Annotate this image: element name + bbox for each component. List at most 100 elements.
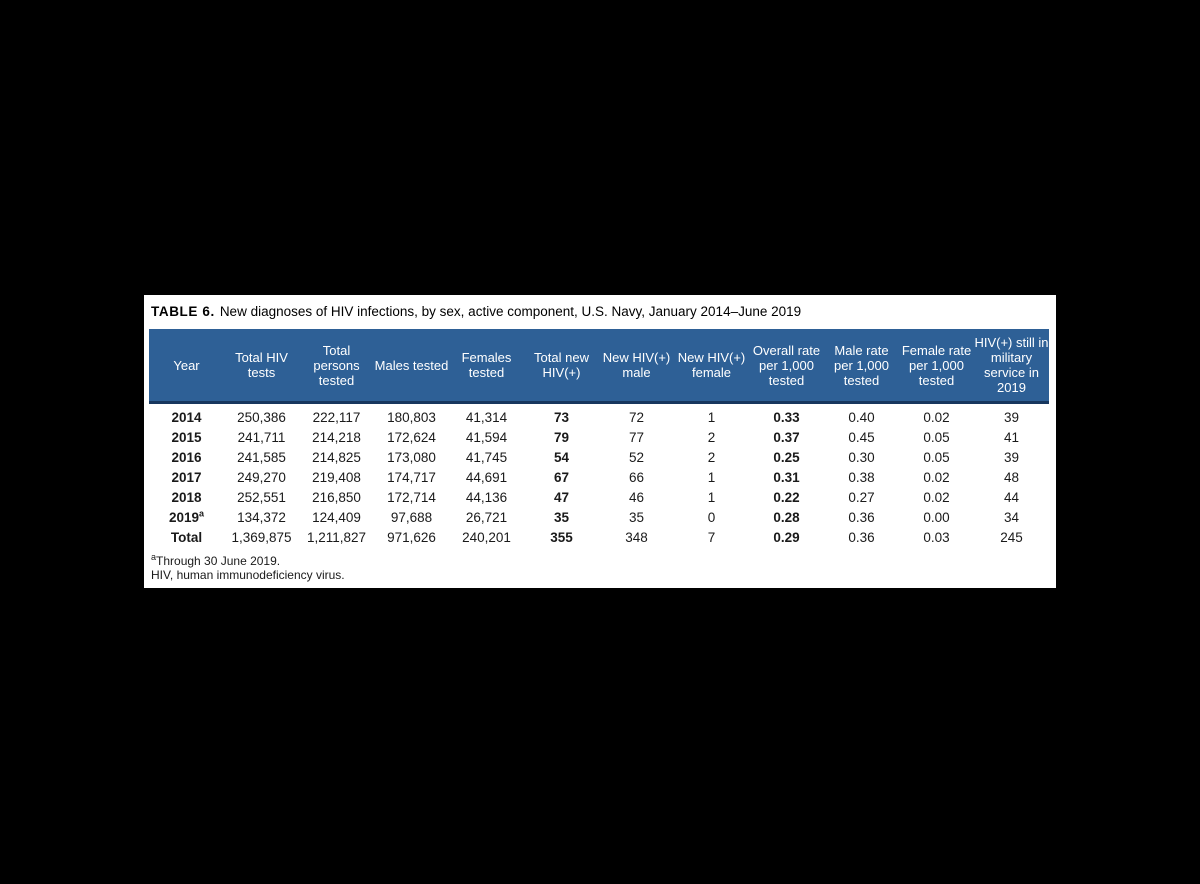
table-cell: 0.38 xyxy=(848,469,875,485)
table-cell: 348 xyxy=(625,529,648,545)
column-header-1: Year xyxy=(149,329,224,404)
table-cell: 355 xyxy=(550,529,573,545)
table-cell: 0.36 xyxy=(848,509,875,525)
table-cell: 216,850 xyxy=(312,489,361,505)
column-header-4: Males tested xyxy=(374,329,449,404)
table-cell: 173,080 xyxy=(387,449,436,465)
table-cell: 48 xyxy=(1003,469,1020,485)
table-cell: 0.02 xyxy=(923,409,950,425)
table-cell: 971,626 xyxy=(387,529,436,545)
table-cell: 7 xyxy=(707,529,716,545)
table-cell: 0.00 xyxy=(923,509,950,525)
column-header-11: Female rate per 1,000 tested xyxy=(899,329,974,404)
table-cell: 2 xyxy=(707,429,716,445)
table-body: 2014 250,386 222,117 180,803 41,314 73 72 1 0.33… xyxy=(149,403,1049,548)
table-cell: 1 xyxy=(707,409,716,425)
table-row: 2014 250,386 222,117 180,803 41,314 73 72 1 0.33… xyxy=(149,403,1049,428)
table-cell: 0.03 xyxy=(923,529,950,545)
column-header-12: HIV(+) still in military service in 2019 xyxy=(974,329,1049,404)
column-header-3: Total persons tested xyxy=(299,329,374,404)
table-card: TABLE 6. New diagnoses of HIV infections,… xyxy=(142,293,1058,590)
table-cell: 222,117 xyxy=(312,409,361,425)
footnote-line: HIV, human immunodeficiency virus. xyxy=(151,567,345,582)
table-cell: 66 xyxy=(628,469,645,485)
table-cell: 252,551 xyxy=(237,489,286,505)
table-cell: 241,711 xyxy=(237,429,286,445)
footnote-line: aThrough 30 June 2019. xyxy=(151,552,281,568)
table-cell: 97,688 xyxy=(390,509,433,525)
table-cell: 180,803 xyxy=(387,409,436,425)
table-cell: 0.29 xyxy=(773,529,800,545)
table-cell: 0.02 xyxy=(923,489,950,505)
table-cell: 0.36 xyxy=(848,529,875,545)
column-header-7: New HIV(+) male xyxy=(599,329,674,404)
table-cell: 240,201 xyxy=(462,529,511,545)
table-cell: 219,408 xyxy=(312,469,361,485)
table-cell: 134,372 xyxy=(237,509,286,525)
table-cell: 0.28 xyxy=(773,509,800,525)
table-cell: 2019a xyxy=(168,508,205,525)
table-cell: 26,721 xyxy=(465,509,508,525)
table-cell: 39 xyxy=(1003,409,1020,425)
table-cell: 34 xyxy=(1003,509,1020,525)
table-title-row: TABLE 6. New diagnoses of HIV infections,… xyxy=(151,303,1049,320)
table-cell: 44,136 xyxy=(465,489,508,505)
table-cell: 0.05 xyxy=(923,449,950,465)
table-cell: 1 xyxy=(707,489,716,505)
table-cell: 0.25 xyxy=(773,449,800,465)
table-cell: 1 xyxy=(707,469,716,485)
table-cell: 0.40 xyxy=(848,409,875,425)
table-cell: 214,218 xyxy=(312,429,361,445)
table-cell: 39 xyxy=(1003,449,1020,465)
table-row: 2015 241,711 214,218 172,624 41,594 79 77 2 0.37… xyxy=(149,427,1049,447)
table-cell: 1,369,875 xyxy=(231,529,292,545)
table-cell: 47 xyxy=(553,489,570,505)
table-row: 2019a 134,372 124,409 97,688 26,721 35 35 0 0.28… xyxy=(149,507,1049,527)
table-cell: 2 xyxy=(707,449,716,465)
table-cell: 41 xyxy=(1003,429,1020,445)
table-row: 2017 249,270 219,408 174,717 44,691 67 66 1 0.31… xyxy=(149,467,1049,487)
table-cell: 0.30 xyxy=(848,449,875,465)
table-cell: 2018 xyxy=(171,489,202,505)
table-cell: 124,409 xyxy=(312,509,361,525)
table-cell: 2017 xyxy=(171,469,202,485)
column-header-5: Females tested xyxy=(449,329,524,404)
table-cell: 35 xyxy=(628,509,645,525)
table-cell: 52 xyxy=(628,449,645,465)
table-cell: 77 xyxy=(628,429,645,445)
table-cell: 46 xyxy=(628,489,645,505)
table-cell: 44 xyxy=(1003,489,1020,505)
header-row: Year Total HIV tests Total persons tested M… xyxy=(149,329,1049,404)
table-cell: 0 xyxy=(707,509,716,525)
table-cell: 172,714 xyxy=(387,489,436,505)
table-cell: 0.27 xyxy=(848,489,875,505)
table-cell: 54 xyxy=(553,449,570,465)
table-cell: 249,270 xyxy=(237,469,286,485)
table-cell: 2015 xyxy=(171,429,202,445)
table-cell: 79 xyxy=(553,429,570,445)
table-cell: 245 xyxy=(1000,529,1023,545)
table-cell: 1,211,827 xyxy=(306,529,367,545)
table-title: New diagnoses of HIV infections, by sex,… xyxy=(219,304,802,319)
table-cell: 0.05 xyxy=(923,429,950,445)
table-cell: 41,594 xyxy=(465,429,508,445)
column-header-9: Overall rate per 1,000 tested xyxy=(749,329,824,404)
table-cell: 35 xyxy=(553,509,570,525)
table-cell: 41,745 xyxy=(465,449,508,465)
table-cell: 0.02 xyxy=(923,469,950,485)
table-cell: Total xyxy=(170,529,203,545)
table-cell: 172,624 xyxy=(387,429,436,445)
table-cell: 44,691 xyxy=(465,469,508,485)
table-cell: 0.37 xyxy=(773,429,800,445)
table-cell: 214,825 xyxy=(312,449,361,465)
table-header: Year Total HIV tests Total persons tested M… xyxy=(149,329,1049,404)
table-row: Total 1,369,875 1,211,827 971,626 240,201 355… xyxy=(149,527,1049,547)
table-cell: 2016 xyxy=(171,449,202,465)
table-label: TABLE 6. xyxy=(151,304,215,319)
table-cell: 0.31 xyxy=(773,469,800,485)
table-footnotes: aThrough 30 June 2019. HIV, human immunod… xyxy=(151,552,1049,582)
table-cell: 2014 xyxy=(171,409,202,425)
table-cell: 174,717 xyxy=(387,469,436,485)
column-header-6: Total new HIV(+) xyxy=(524,329,599,404)
